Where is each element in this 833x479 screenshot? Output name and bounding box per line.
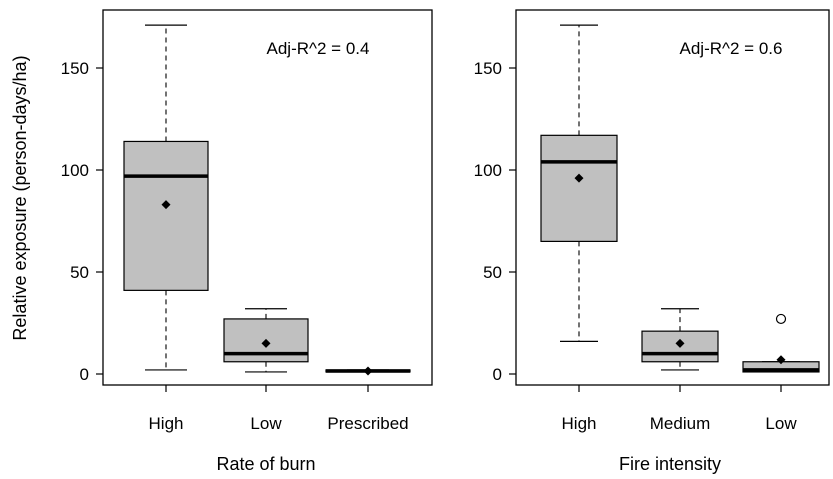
y-tick-label: 100 [474, 161, 502, 180]
x-axis-title: Fire intensity [619, 454, 721, 474]
plot-frame [515, 9, 830, 386]
y-tick-label: 50 [70, 263, 89, 282]
x-tick-label: High [149, 414, 184, 433]
iqr-box [123, 140, 209, 291]
mean-marker [161, 200, 171, 210]
y-tick-label: 100 [61, 161, 89, 180]
x-tick-label: High [562, 414, 597, 433]
mean-marker [776, 355, 786, 365]
mean-marker [574, 173, 584, 183]
y-tick-label: 0 [80, 365, 89, 384]
panel-fire-intensity: Adj-R^2 = 0.6 Fire intensity 0 50 100 150 Hi… [474, 9, 830, 474]
adj-r2-annotation: Adj-R^2 = 0.6 [680, 39, 783, 58]
panel-rate-of-burn: Adj-R^2 = 0.4 Rate of burn Relative expo… [10, 9, 433, 474]
mean-marker [261, 338, 271, 348]
mean-marker [675, 338, 685, 348]
x-axis-title: Rate of burn [216, 454, 315, 474]
mean-marker [363, 366, 373, 376]
x-tick-label: Low [250, 414, 282, 433]
iqr-box [540, 134, 618, 243]
outlier-point [775, 313, 787, 325]
y-axis-title: Relative exposure (person-days/ha) [10, 55, 30, 340]
plot-frame [102, 9, 433, 386]
y-tick-label: 0 [493, 365, 502, 384]
x-tick-label: Medium [650, 414, 710, 433]
y-tick-label: 150 [61, 59, 89, 78]
x-tick-label: Low [765, 414, 797, 433]
adj-r2-annotation: Adj-R^2 = 0.4 [267, 39, 370, 58]
y-tick-label: 150 [474, 59, 502, 78]
y-tick-label: 50 [483, 263, 502, 282]
x-tick-label: Prescribed [327, 414, 408, 433]
